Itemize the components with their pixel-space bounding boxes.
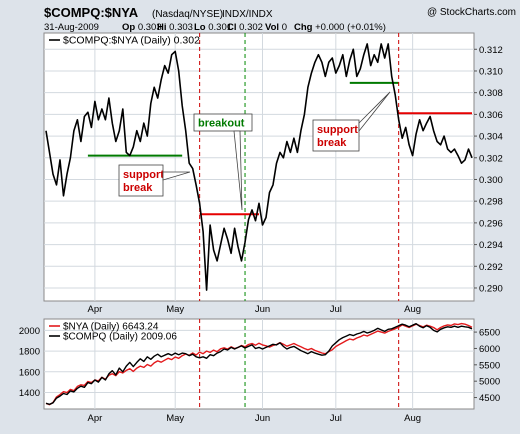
compq-tick-label: 1600 <box>19 367 40 378</box>
price-panel: 1400 1600 1800 2000 4500 5000 5500 6000 6500 Ap… <box>19 318 500 424</box>
nya-tick-label: 5000 <box>479 377 500 388</box>
quote-label: Chg <box>294 22 315 33</box>
quote-value: 0.303 <box>138 22 162 33</box>
nya-tick-label: 6000 <box>479 344 500 355</box>
ratio-tick-label: 0.290 <box>479 283 503 294</box>
ratio-tick-label: 0.308 <box>479 88 503 99</box>
annotation-pointer <box>162 171 191 181</box>
symbol-descriptor: (Nasdaq/NYSE) <box>152 9 223 20</box>
ratio-tick-label: 0.300 <box>479 175 503 186</box>
ratio-tick-label: 0.312 <box>479 45 503 56</box>
quote-label: Cl <box>227 22 239 33</box>
quote-value: +0.000 (+0.01%) <box>315 22 386 33</box>
date-label: 31-Aug-2009 <box>44 22 99 33</box>
ratio-x-tick-label: Jul <box>330 304 342 315</box>
price-gridlines <box>44 319 474 409</box>
quote-value: 0.303 <box>169 22 193 33</box>
nya-tick-label: 5500 <box>479 360 500 371</box>
ratio-panel-background <box>43 32 475 302</box>
quote-label: Vol <box>265 22 282 33</box>
annotation-box <box>193 113 253 132</box>
ratio-x-tick-label: May <box>166 304 184 315</box>
quote-field: Cl 0.302 <box>227 22 263 33</box>
ratio-x-axis: Apr May Jun Jul Aug <box>87 304 421 315</box>
annotation-pointer <box>358 91 391 133</box>
ratio-tick-label: 0.296 <box>479 218 503 229</box>
compq-legend-label: $COMPQ (Daily) 2009.06 <box>63 332 177 343</box>
compq-tick-label: 1800 <box>19 347 40 358</box>
ratio-tick-label: 0.310 <box>479 66 503 77</box>
annotation-text: breakout <box>198 118 245 130</box>
quote-field: Hi 0.303 <box>157 22 193 33</box>
price-x-tick-label: Jun <box>255 413 270 424</box>
nya-tick-label: 4500 <box>479 393 500 404</box>
price-panel-background <box>43 318 475 410</box>
compq-tick-label: 1400 <box>19 388 40 399</box>
annotation-text: break <box>123 182 153 194</box>
quote-field: Lo 0.301 <box>194 22 232 33</box>
annotation-support-break-aug: support break <box>312 91 391 152</box>
annotation-text: break <box>317 137 347 149</box>
ratio-tick-label: 0.292 <box>479 262 503 273</box>
ratio-tick-label: 0.298 <box>479 197 503 208</box>
nya-y-axis: 4500 5000 5500 6000 6500 <box>474 328 500 404</box>
price-x-axis: Apr May Jun Jul Aug <box>87 413 421 424</box>
price-x-tick-label: Jul <box>330 413 342 424</box>
quote-label: Lo <box>194 22 208 33</box>
compq-series-line <box>45 323 473 405</box>
quote-label: Op <box>122 22 138 33</box>
ratio-tick-label: 0.304 <box>479 132 503 143</box>
annotation-text: support <box>123 169 164 181</box>
compq-tick-label: 2000 <box>19 326 40 337</box>
symbol-title: $COMPQ:$NYA <box>44 5 139 20</box>
ratio-series-line <box>45 43 473 291</box>
ratio-x-tick-label: Jun <box>255 304 270 315</box>
nya-series-line <box>45 322 473 406</box>
annotation-box <box>118 164 164 197</box>
ratio-panel: 0.290 0.292 0.294 0.296 0.298 0.300 0.302 0.304… <box>43 32 503 315</box>
ratio-y-axis: 0.290 0.292 0.294 0.296 0.298 0.300 0.302 0.304… <box>474 45 503 294</box>
quote-value: 0.302 <box>239 22 263 33</box>
ratio-tick-label: 0.294 <box>479 240 503 251</box>
ratio-tick-label: 0.306 <box>479 110 503 121</box>
annotation-pointer <box>233 130 243 211</box>
copyright-label: @ StockCharts.com <box>427 7 516 18</box>
ratio-event-markers <box>199 33 400 301</box>
ratio-tick-label: 0.302 <box>479 153 503 164</box>
quote-field: Op 0.303 <box>122 22 162 33</box>
nya-legend-label: $NYA (Daily) 6643.24 <box>63 322 159 333</box>
compq-y-axis: 1400 1600 1800 2000 <box>19 326 40 399</box>
quote-value: 0 <box>282 22 287 33</box>
annotation-text: support <box>317 124 358 136</box>
price-event-markers <box>199 319 400 409</box>
annotation-breakout: breakout <box>193 113 253 211</box>
annotation-support-break-may: support break <box>118 164 191 197</box>
ratio-x-tick-label: Apr <box>87 304 102 315</box>
ratio-reference-lines <box>87 81 472 216</box>
price-x-tick-label: May <box>166 413 184 424</box>
nya-tick-label: 6500 <box>479 328 500 339</box>
ratio-gridlines <box>44 33 474 301</box>
price-x-tick-label: Apr <box>87 413 102 424</box>
price-x-tick-label: Aug <box>404 413 421 424</box>
ratio-x-tick-label: Aug <box>404 304 421 315</box>
quote-value: 0.301 <box>208 22 232 33</box>
quote-field: Chg +0.000 (+0.01%) <box>294 22 386 33</box>
annotation-box <box>312 119 360 152</box>
exchange-label: INDX/INDX <box>222 9 273 20</box>
ratio-legend-label: $COMPQ:$NYA (Daily) 0.302 <box>63 35 200 47</box>
quote-label: Hi <box>157 22 169 33</box>
quote-field: Vol 0 <box>265 22 287 33</box>
